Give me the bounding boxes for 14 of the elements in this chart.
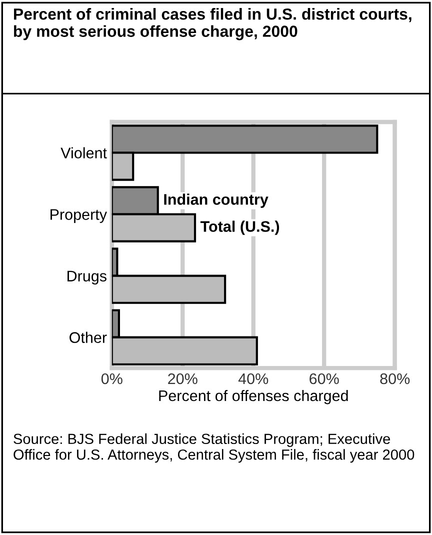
x-tick-label: 0% [101, 373, 122, 384]
y-tick-label: Drugs [68, 270, 106, 284]
x-tick-label: 60% [310, 373, 339, 384]
x-tick-label: 80% [380, 373, 410, 384]
x-axis-title: Percent of offenses charged [159, 390, 348, 404]
y-tick-label: Property [50, 209, 107, 223]
y-tick-label: Violent [60, 147, 107, 158]
x-tick-label: 20% [168, 373, 198, 384]
source-note: Source: BJS Federal Justice Statistics Program; Executive Office for U.S. Attorneys, Central System File, fiscal year 2000 [14, 433, 414, 463]
x-tick-label: 40% [238, 373, 268, 384]
y-tick-label: Other [70, 332, 107, 344]
series-label: Total (U.S.) [200, 220, 280, 235]
series-label: Indian country [164, 194, 268, 208]
chart-title: Percent of criminal cases filed in U.S. district courts, by most serious offense charge, 2000 [14, 8, 412, 40]
